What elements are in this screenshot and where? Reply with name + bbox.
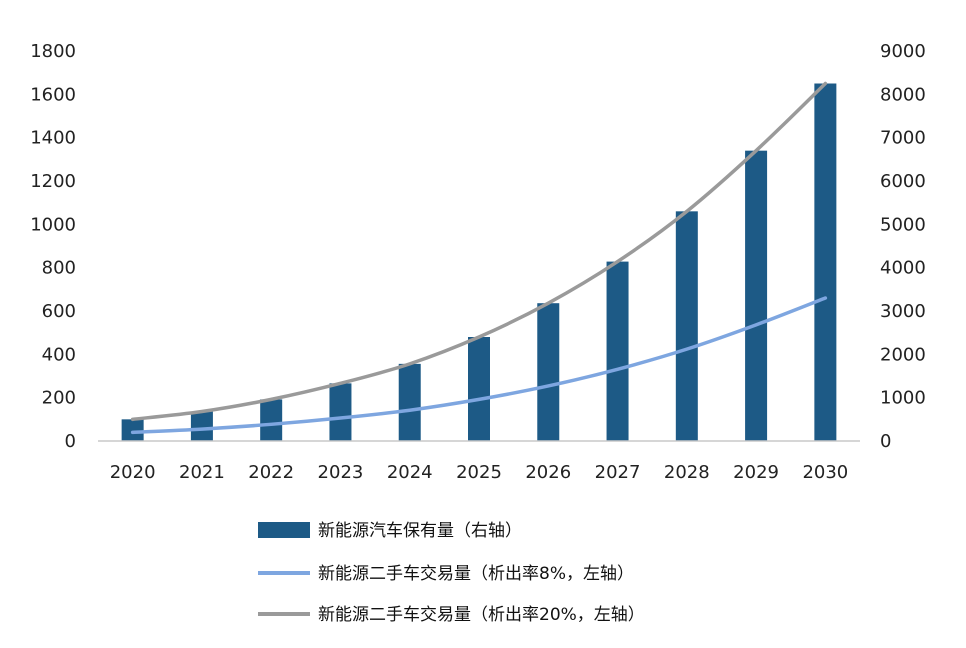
x-tick-label: 2022	[248, 462, 294, 483]
left-tick-label: 1200	[30, 171, 76, 192]
left-tick-label: 0	[65, 431, 76, 452]
bar-2025	[468, 337, 490, 441]
x-tick-label: 2024	[387, 462, 433, 483]
right-tick-label: 3000	[880, 301, 926, 322]
legend: 新能源汽车保有量（右轴） 新能源二手车交易量（析出率8%，左轴） 新能源二手车交易量…	[258, 521, 645, 625]
x-tick-label: 2023	[318, 462, 364, 483]
bar-2026	[537, 303, 560, 441]
bar-2020	[121, 419, 144, 441]
right-tick-label: 4000	[880, 258, 926, 279]
watermark: 搜狐号 @车百智库	[748, 620, 915, 641]
right-tick-label: 1000	[880, 388, 926, 409]
left-axis: 0 200 400 600 800 1000 1200 1400 1600 1800	[30, 41, 76, 452]
line-series	[130, 81, 828, 435]
legend-label: 新能源汽车保有量（右轴）	[318, 521, 522, 541]
left-tick-label: 1600	[30, 84, 76, 105]
left-tick-label: 600	[42, 301, 76, 322]
x-tick-label: 2030	[802, 462, 848, 483]
right-tick-label: 8000	[880, 84, 926, 105]
bar-2028	[675, 211, 698, 441]
bar-2027	[606, 261, 629, 441]
left-tick-label: 1400	[30, 128, 76, 149]
x-tick-label: 2020	[110, 462, 156, 483]
bar-2023	[329, 383, 352, 441]
line-series-2	[130, 81, 828, 422]
right-tick-label: 7000	[880, 128, 926, 149]
bar-2024	[398, 363, 421, 441]
right-tick-label: 9000	[880, 41, 926, 62]
bar-2021	[190, 411, 213, 441]
x-tick-label: 2029	[733, 462, 779, 483]
left-tick-label: 1000	[30, 214, 76, 235]
left-tick-label: 200	[42, 388, 76, 409]
right-tick-label: 5000	[880, 214, 926, 235]
x-tick-label: 2021	[179, 462, 225, 483]
watermark-platform: 搜狐号	[748, 620, 799, 641]
x-tick-label: 2026	[525, 462, 571, 483]
bar-2030	[814, 83, 837, 441]
legend-label: 新能源二手车交易量（析出率8%，左轴）	[318, 564, 634, 584]
bar-2029	[745, 150, 768, 441]
x-tick-label: 2025	[456, 462, 502, 483]
right-tick-label: 6000	[880, 171, 926, 192]
bar-series	[121, 83, 837, 441]
left-tick-label: 1800	[30, 41, 76, 62]
legend-label: 新能源二手车交易量（析出率20%，左轴）	[318, 605, 645, 625]
x-tick-label: 2028	[664, 462, 710, 483]
bar-2022	[260, 399, 283, 441]
right-axis: 0 1000 2000 3000 4000 5000 6000 7000 8000 9000	[880, 41, 926, 452]
left-tick-label: 800	[42, 258, 76, 279]
line-series-1	[130, 296, 828, 435]
watermark-account: @车百智库	[830, 620, 915, 641]
left-tick-label: 400	[42, 344, 76, 365]
legend-swatch-bar	[258, 522, 310, 538]
x-axis: 2020 2021 2022 2023 2024 2025 2026 2027 2028 2029…	[110, 462, 849, 483]
right-tick-label: 2000	[880, 344, 926, 365]
x-tick-label: 2027	[595, 462, 641, 483]
right-tick-label: 0	[880, 431, 891, 452]
